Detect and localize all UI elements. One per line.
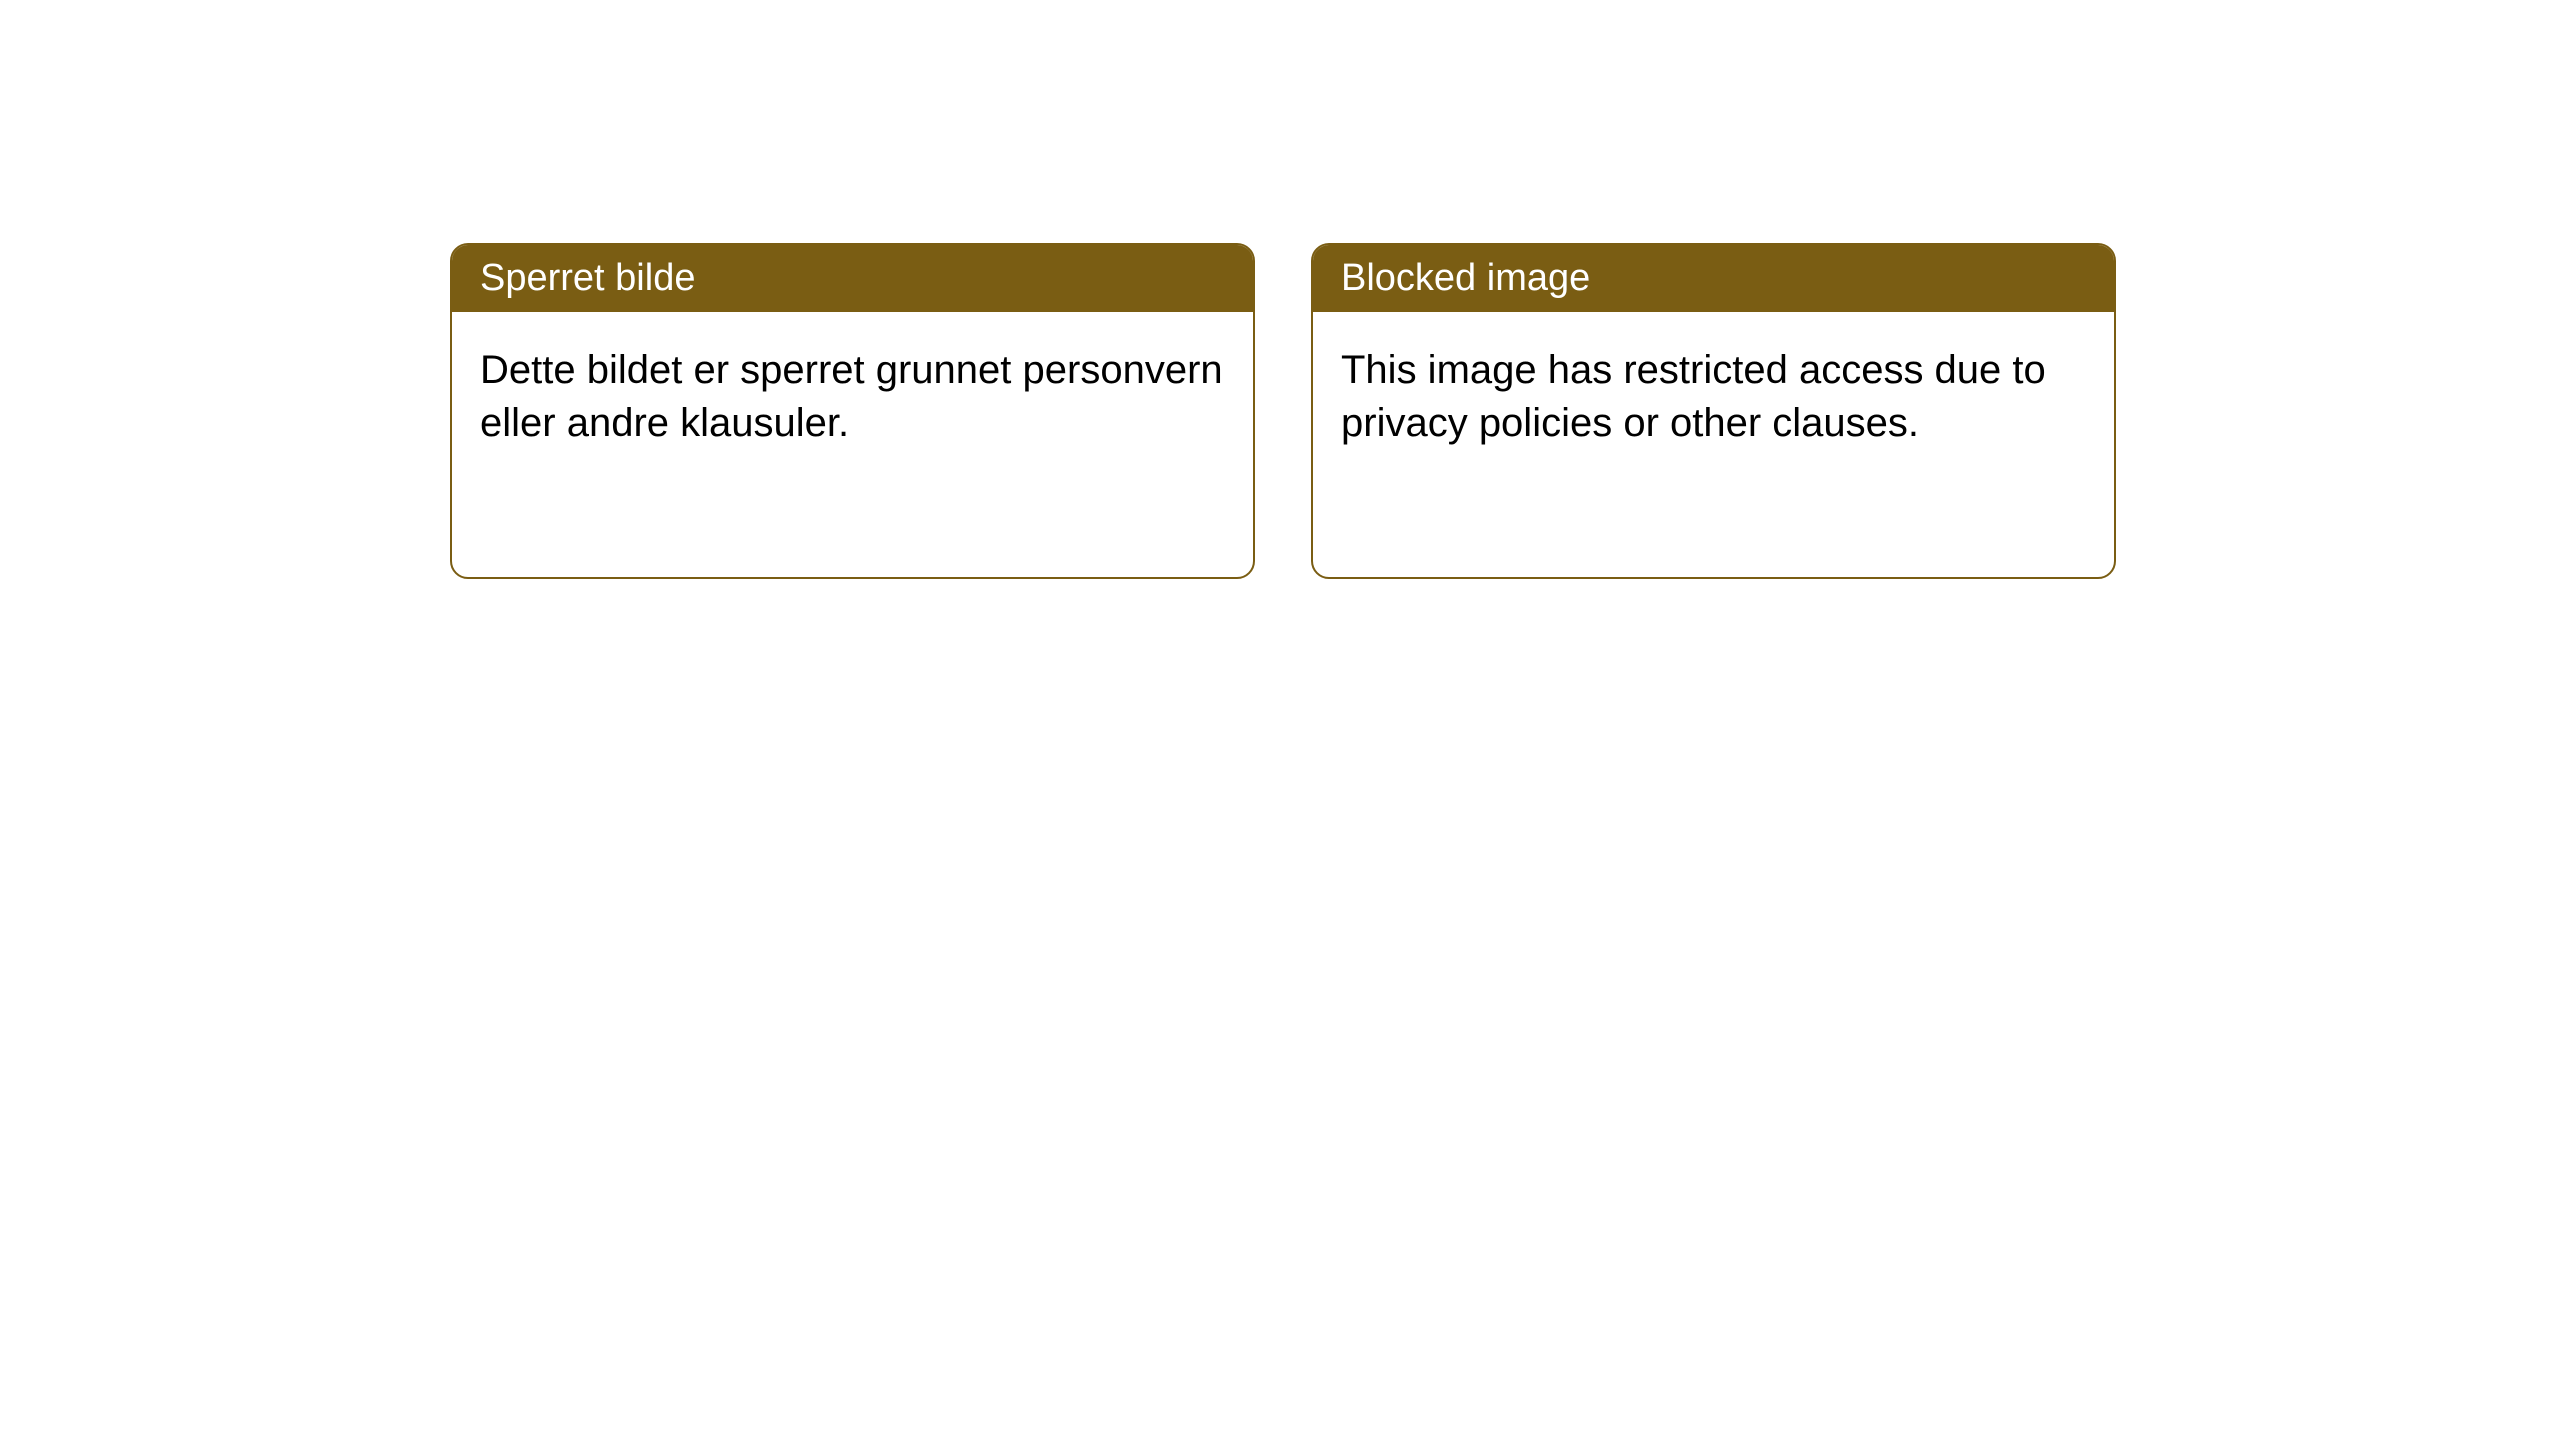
notice-card-english: Blocked image This image has restricted …	[1311, 243, 2116, 579]
card-header: Sperret bilde	[452, 245, 1253, 312]
card-header: Blocked image	[1313, 245, 2114, 312]
card-body: This image has restricted access due to …	[1313, 312, 2114, 482]
card-body: Dette bildet er sperret grunnet personve…	[452, 312, 1253, 482]
card-title: Sperret bilde	[480, 257, 695, 299]
card-title: Blocked image	[1341, 257, 1590, 299]
card-message: This image has restricted access due to …	[1341, 348, 2046, 445]
notice-card-norwegian: Sperret bilde Dette bildet er sperret gr…	[450, 243, 1255, 579]
notice-cards-row: Sperret bilde Dette bildet er sperret gr…	[450, 243, 2116, 579]
card-message: Dette bildet er sperret grunnet personve…	[480, 348, 1223, 445]
